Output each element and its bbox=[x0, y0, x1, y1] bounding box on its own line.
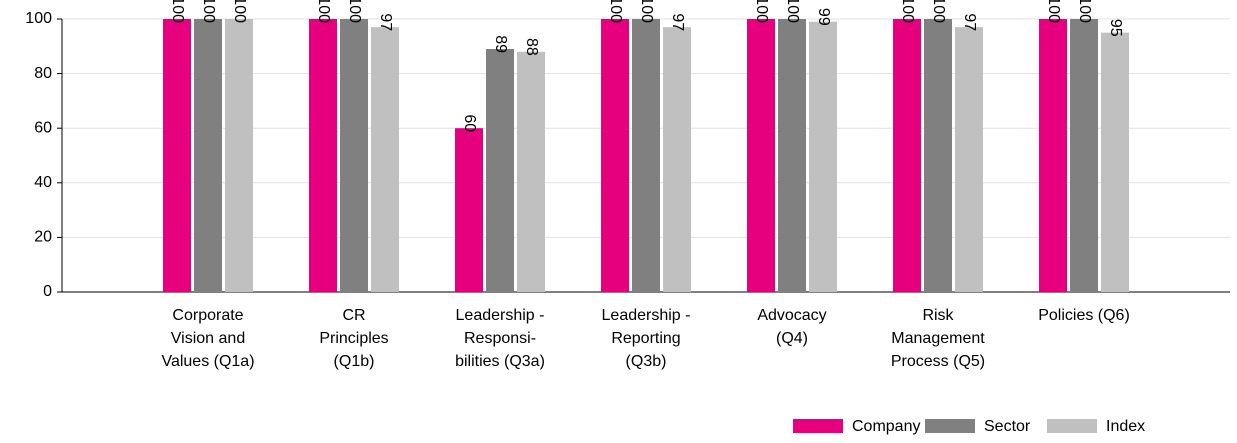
bar bbox=[1070, 19, 1098, 292]
legend-label: Company bbox=[852, 418, 920, 435]
bar bbox=[601, 19, 629, 292]
bar bbox=[225, 19, 253, 292]
x-tick-label: CR bbox=[342, 307, 365, 324]
bar bbox=[632, 19, 660, 292]
value-label: 95 bbox=[1107, 19, 1124, 37]
y-tick-label: 100 bbox=[25, 10, 52, 27]
bar bbox=[1039, 19, 1067, 292]
value-label: 88 bbox=[523, 38, 540, 56]
x-tick-label: Responsi- bbox=[464, 330, 536, 347]
y-tick-label: 0 bbox=[43, 283, 52, 300]
bar bbox=[340, 19, 368, 292]
value-label: 97 bbox=[961, 13, 978, 31]
value-label: 97 bbox=[377, 13, 394, 31]
bar bbox=[455, 128, 483, 292]
legend-swatch bbox=[1047, 419, 1097, 433]
value-label: 100 bbox=[899, 0, 916, 23]
x-tick-label: Process (Q5) bbox=[891, 353, 985, 370]
x-tick-label: Advocacy bbox=[757, 307, 826, 324]
bar bbox=[163, 19, 191, 292]
legend-label: Index bbox=[1106, 418, 1145, 435]
bar bbox=[663, 27, 691, 292]
bar bbox=[778, 19, 806, 292]
bar bbox=[955, 27, 983, 292]
bar bbox=[809, 21, 837, 292]
value-label: 99 bbox=[815, 8, 832, 26]
bar bbox=[1101, 32, 1129, 293]
bar bbox=[893, 19, 921, 292]
value-label: 100 bbox=[231, 0, 248, 23]
value-label: 97 bbox=[669, 13, 686, 31]
value-label: 100 bbox=[346, 0, 363, 23]
x-tick-label: Vision and bbox=[171, 330, 245, 347]
y-tick-label: 60 bbox=[34, 119, 52, 136]
value-label: 100 bbox=[1045, 0, 1062, 23]
bar bbox=[486, 49, 514, 292]
x-tick-label: Leadership - bbox=[602, 307, 691, 324]
bar bbox=[194, 19, 222, 292]
x-tick-label: Values (Q1a) bbox=[161, 353, 254, 370]
value-label: 100 bbox=[638, 0, 655, 23]
bar bbox=[517, 51, 545, 293]
value-label: 100 bbox=[753, 0, 770, 23]
x-tick-label: Risk bbox=[922, 307, 954, 324]
value-label: 100 bbox=[930, 0, 947, 23]
x-tick-label: Principles bbox=[319, 330, 388, 347]
value-label: 100 bbox=[200, 0, 217, 23]
value-label: 100 bbox=[169, 0, 186, 23]
x-tick-label: (Q1b) bbox=[334, 353, 375, 370]
bar bbox=[747, 19, 775, 292]
value-label: 89 bbox=[492, 35, 509, 53]
x-tick-label: Reporting bbox=[611, 330, 680, 347]
y-tick-label: 80 bbox=[34, 65, 52, 82]
x-tick-label: Management bbox=[891, 330, 985, 347]
value-label: 100 bbox=[607, 0, 624, 23]
legend-swatch bbox=[793, 419, 843, 433]
x-tick-label: bilities (Q3a) bbox=[455, 353, 545, 370]
y-tick-label: 40 bbox=[34, 174, 52, 191]
x-tick-label: Leadership - bbox=[456, 307, 545, 324]
legend-swatch bbox=[925, 419, 975, 433]
x-tick-label: Corporate bbox=[172, 307, 243, 324]
value-label: 100 bbox=[1076, 0, 1093, 23]
legend-label: Sector bbox=[984, 418, 1031, 435]
value-label: 60 bbox=[461, 114, 478, 132]
y-tick-label: 20 bbox=[34, 229, 52, 246]
x-tick-label: Policies (Q6) bbox=[1038, 307, 1130, 324]
bar bbox=[924, 19, 952, 292]
x-tick-label: (Q3b) bbox=[626, 353, 667, 370]
x-tick-label: (Q4) bbox=[776, 330, 808, 347]
value-label: 100 bbox=[784, 0, 801, 23]
bar bbox=[371, 27, 399, 292]
bar bbox=[309, 19, 337, 292]
value-label: 100 bbox=[315, 0, 332, 23]
